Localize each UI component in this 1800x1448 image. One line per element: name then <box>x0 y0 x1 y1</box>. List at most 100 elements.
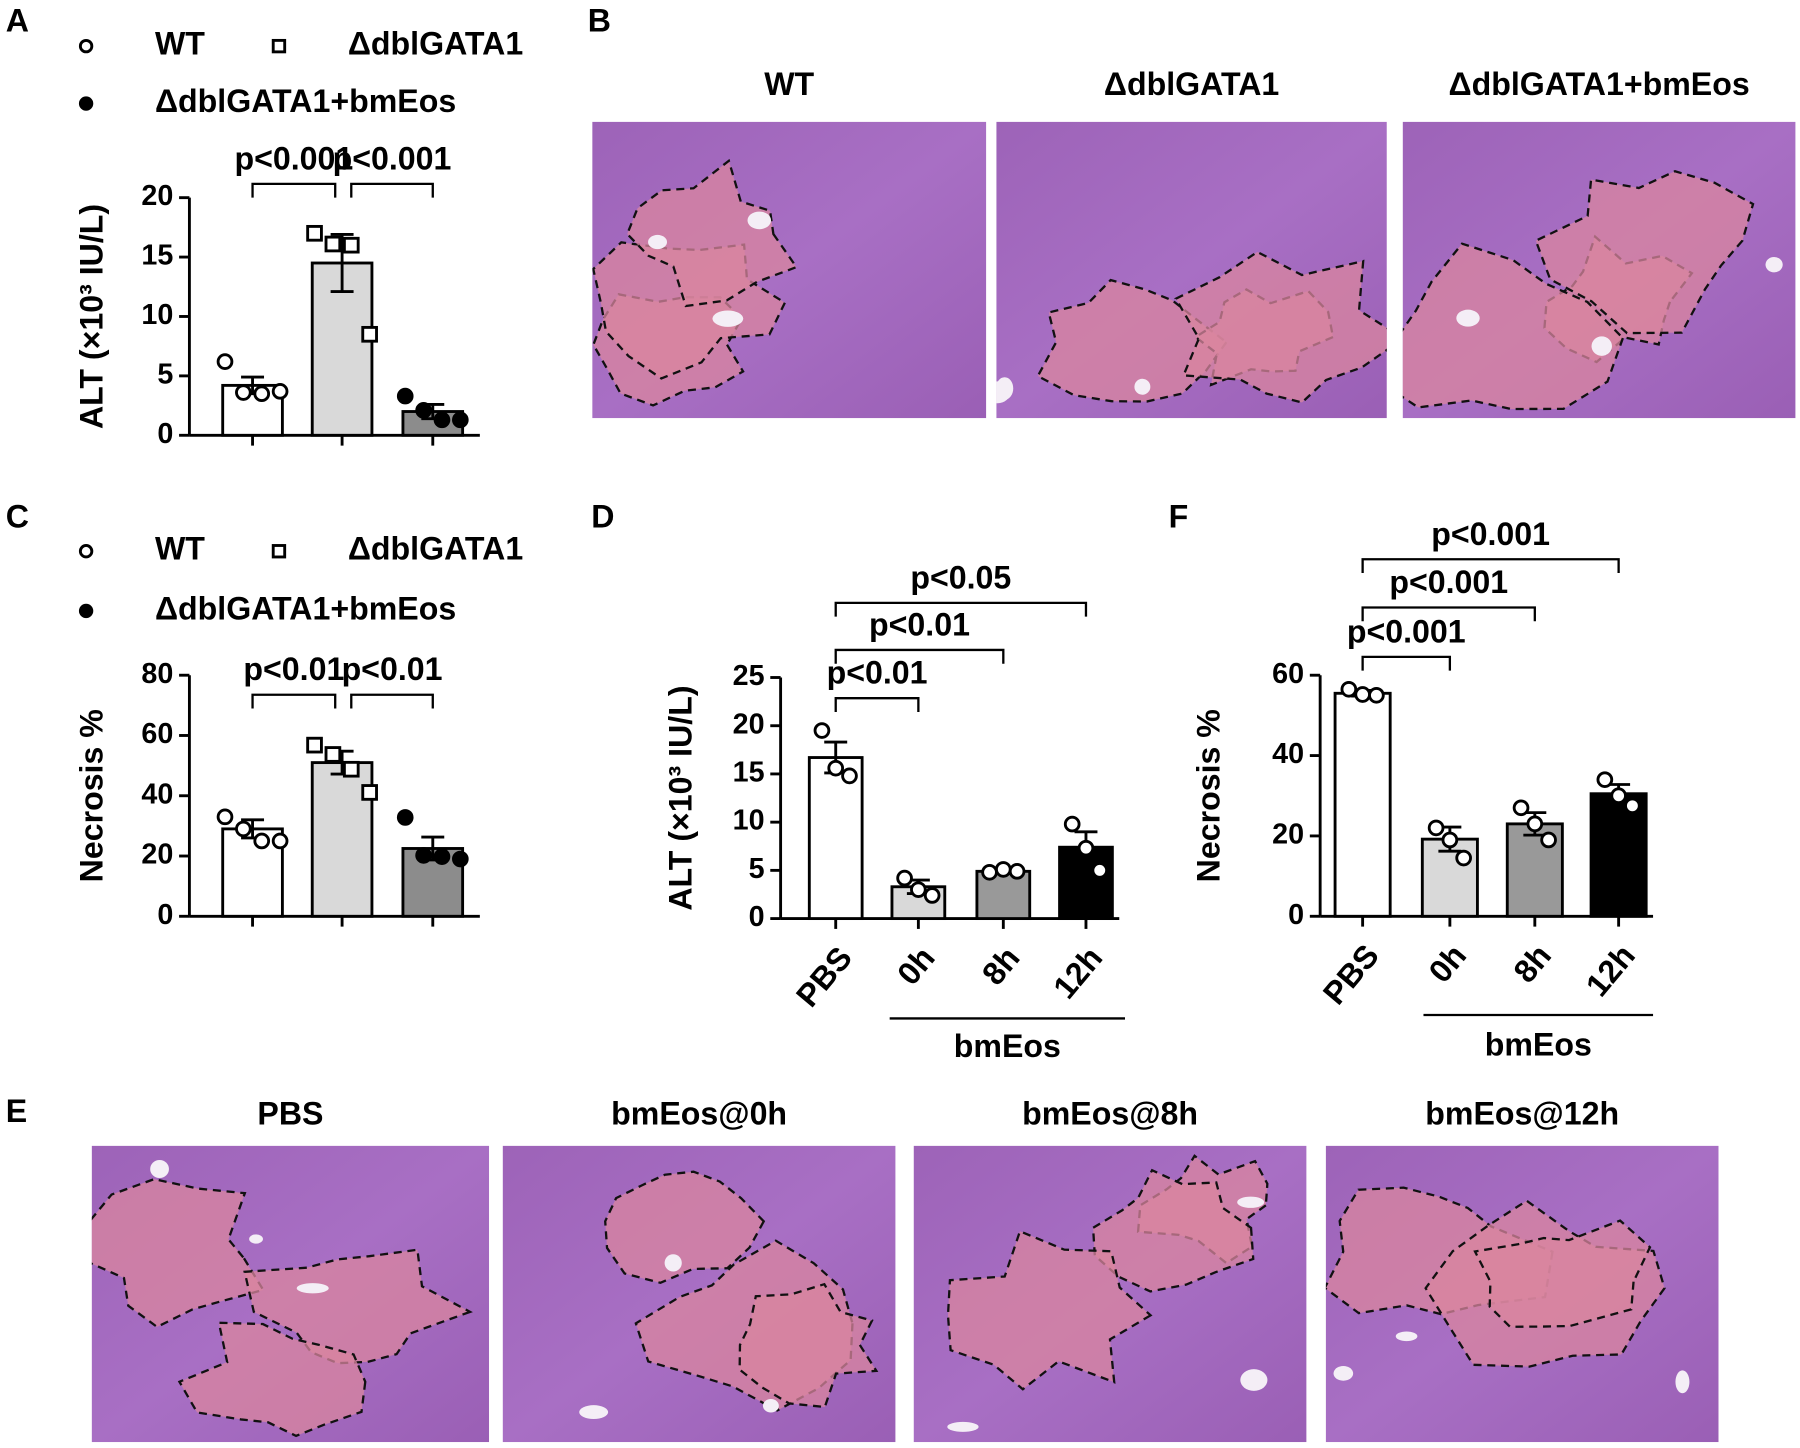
marker <box>253 385 271 403</box>
vessel <box>1237 1196 1265 1208</box>
y-tick-label: 0 <box>749 901 765 933</box>
marker <box>324 235 342 253</box>
legend-marker <box>78 38 94 54</box>
vessel <box>1240 1369 1268 1391</box>
marker <box>1091 862 1109 879</box>
legend-marker <box>271 544 287 559</box>
necrotic-area <box>625 158 799 308</box>
significance-label: p<0.001 <box>1347 613 1466 649</box>
legend-marker <box>78 603 94 619</box>
legend-marker <box>78 96 94 111</box>
marker <box>324 746 342 763</box>
legend-label: WT <box>155 26 205 62</box>
panel-label: D <box>591 499 614 535</box>
y-tick-label: 60 <box>1272 658 1304 690</box>
legend-label: ΔdblGATA1 <box>348 26 523 62</box>
histology-image <box>1402 121 1796 419</box>
necrotic-area <box>1036 278 1228 403</box>
significance-bracket <box>1361 606 1536 622</box>
legend-marker <box>78 544 94 559</box>
marker <box>1540 831 1557 849</box>
x-tick-label: 12h <box>1046 940 1109 1006</box>
x-tick-label: 0h <box>1422 938 1474 990</box>
x-tick-label: 8h <box>975 940 1027 992</box>
bar <box>807 756 864 921</box>
y-tick-label: 60 <box>141 718 173 750</box>
y-tick-label: 0 <box>157 899 173 931</box>
vessel <box>747 211 772 230</box>
marker <box>1610 787 1627 805</box>
x-tick-label: 12h <box>1579 938 1642 1004</box>
significance-bracket <box>1361 558 1620 574</box>
marker <box>994 861 1012 878</box>
necrotic-area <box>1402 242 1625 411</box>
legend-label: ΔdblGATA1 <box>348 531 523 567</box>
vessel <box>664 1254 682 1272</box>
significance-bracket <box>834 697 920 712</box>
marker <box>1077 839 1095 857</box>
vessel <box>762 1399 779 1413</box>
marker <box>306 224 323 242</box>
panel-label: A <box>6 3 29 39</box>
image-title: PBS <box>257 1096 323 1132</box>
vessel <box>1134 378 1151 395</box>
marker <box>361 784 378 801</box>
tissue-detail <box>579 1170 879 1420</box>
vessel <box>712 310 744 327</box>
marker <box>1427 819 1445 837</box>
marker <box>827 759 845 777</box>
y-tick-label: 10 <box>733 805 765 837</box>
necrotic-area <box>177 1321 367 1438</box>
y-tick-label: 20 <box>141 180 173 212</box>
image-title: bmEos@8h <box>1022 1096 1198 1132</box>
y-axis-label: ALT (×10³ IU/L) <box>663 685 699 910</box>
marker <box>1368 686 1385 704</box>
marker <box>452 411 469 429</box>
vessel <box>1333 1366 1354 1381</box>
panel-label: C <box>6 499 29 535</box>
marker <box>841 767 858 785</box>
marker <box>1512 799 1530 817</box>
y-axis-label: ALT (×10³ IU/L) <box>74 204 110 429</box>
legend-label: ΔdblGATA1+bmEos <box>155 83 456 119</box>
significance-label: p<0.001 <box>1431 516 1550 552</box>
marker <box>235 384 252 401</box>
image-title: ΔdblGATA1 <box>1104 66 1279 102</box>
legend-label: WT <box>155 531 205 567</box>
tissue-detail <box>996 250 1387 404</box>
marker <box>1455 849 1472 867</box>
histology-image <box>996 121 1387 419</box>
marker <box>923 887 941 904</box>
marker <box>1063 815 1081 833</box>
group-label: bmEos <box>1485 1027 1592 1063</box>
significance-label: p<0.001 <box>234 140 353 176</box>
y-tick-label: 0 <box>157 418 173 450</box>
histology-image <box>91 1145 490 1443</box>
marker <box>1008 863 1026 880</box>
x-tick-label: 0h <box>890 940 942 992</box>
tissue-detail <box>1325 1186 1690 1394</box>
marker <box>813 722 831 739</box>
vessel <box>249 1234 263 1244</box>
marker <box>452 850 469 868</box>
vessel <box>296 1283 329 1294</box>
panel-label: B <box>588 3 611 39</box>
necrotic-area <box>1473 1219 1652 1328</box>
marker <box>342 236 360 254</box>
vessel <box>1765 257 1783 273</box>
x-tick-label: 8h <box>1506 938 1558 990</box>
marker <box>396 809 414 826</box>
vessel <box>1675 1370 1690 1394</box>
bar <box>1589 792 1648 918</box>
y-tick-label: 20 <box>733 708 765 740</box>
marker <box>896 869 913 887</box>
y-tick-label: 5 <box>157 358 173 390</box>
marker <box>1340 680 1358 698</box>
marker <box>235 820 252 838</box>
y-tick-label: 5 <box>749 853 765 885</box>
vessel <box>996 377 1014 400</box>
marker <box>396 387 414 405</box>
histology-image <box>913 1145 1307 1443</box>
significance-bracket <box>834 648 1005 664</box>
marker <box>253 832 271 850</box>
